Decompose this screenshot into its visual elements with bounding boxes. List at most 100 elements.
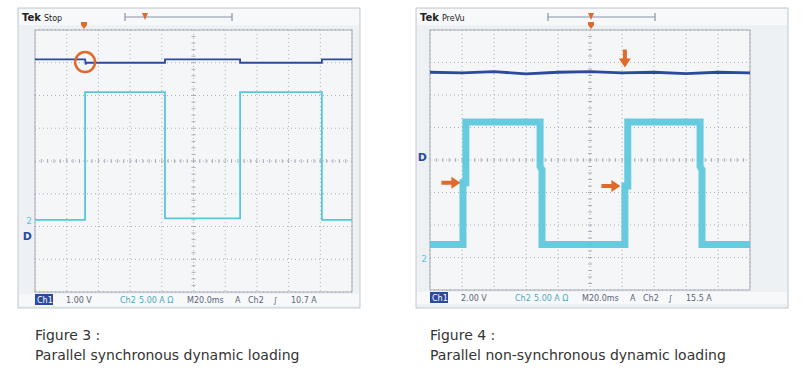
minor-tick <box>250 159 251 163</box>
minor-tick <box>588 69 592 70</box>
status-text: A <box>630 294 636 303</box>
status: PreVu <box>442 14 465 23</box>
status-bar <box>19 294 359 306</box>
grid-line-x <box>66 30 67 292</box>
minor-tick <box>588 264 592 265</box>
minor-tick <box>192 219 196 220</box>
channel-marker: D <box>23 230 32 243</box>
grid-line-x <box>526 30 527 290</box>
minor-tick <box>192 147 196 148</box>
minor-tick <box>47 159 48 163</box>
minor-tick <box>588 62 592 63</box>
minor-tick <box>718 158 719 162</box>
minor-tick <box>588 36 592 37</box>
minor-tick <box>192 200 196 201</box>
minor-tick <box>615 158 616 162</box>
minor-tick <box>320 159 321 163</box>
status-text: Ch2 <box>120 296 136 305</box>
header-bar <box>417 9 787 25</box>
minor-tick <box>711 158 712 162</box>
minor-tick <box>60 159 61 163</box>
minor-tick <box>192 82 196 83</box>
channel-marker: D <box>418 151 427 164</box>
minor-tick <box>545 158 546 162</box>
minor-tick <box>588 88 592 89</box>
grid-line-x <box>686 30 687 290</box>
minor-tick <box>180 159 181 163</box>
grid-line-y <box>430 62 750 63</box>
graticule <box>35 30 352 292</box>
minor-tick <box>588 82 592 83</box>
minor-tick <box>192 285 196 286</box>
minor-tick <box>588 192 592 193</box>
brand: Tek <box>22 12 41 23</box>
brand: Tek <box>420 12 439 23</box>
minor-tick <box>225 159 226 163</box>
caption-title: Parallel non-synchronous dynamic loading <box>430 347 726 363</box>
minor-tick <box>570 158 571 162</box>
grid-line-y <box>430 257 750 258</box>
minor-tick <box>192 213 196 214</box>
minor-tick <box>494 158 495 162</box>
minor-tick <box>326 159 327 163</box>
minor-tick <box>192 108 196 109</box>
trace <box>35 92 352 220</box>
minor-tick <box>192 272 196 273</box>
grid-line-y <box>35 95 352 96</box>
minor-tick <box>192 36 196 37</box>
minor-tick <box>192 56 196 57</box>
minor-tick <box>588 121 592 122</box>
minor-tick <box>142 159 143 163</box>
grid-line-y <box>430 95 750 96</box>
minor-tick <box>743 158 744 162</box>
plot-area <box>430 72 750 245</box>
minor-tick <box>294 159 295 163</box>
minor-tick <box>705 158 706 162</box>
minor-tick <box>149 159 150 163</box>
minor-tick <box>602 158 603 162</box>
channel-badge <box>35 294 53 305</box>
minor-tick <box>192 128 196 129</box>
minor-tick <box>737 158 738 162</box>
minor-tick <box>588 127 592 128</box>
status-text: ∫ <box>273 296 277 305</box>
minor-tick <box>588 231 592 232</box>
minor-tick <box>577 158 578 162</box>
minor-tick <box>192 141 196 142</box>
status-text: 2.00 V <box>461 294 487 303</box>
minor-tick <box>588 251 592 252</box>
minor-tick <box>481 158 482 162</box>
grid-line-x <box>654 30 655 290</box>
minor-tick <box>588 140 592 141</box>
annotation <box>601 180 620 192</box>
minor-tick <box>79 159 80 163</box>
minor-tick <box>192 62 196 63</box>
grid-line-y <box>35 226 352 227</box>
minor-tick <box>588 166 592 167</box>
minor-tick <box>588 283 592 284</box>
minor-tick <box>168 159 169 163</box>
minor-tick <box>192 239 196 240</box>
minor-tick <box>588 173 592 174</box>
status-text: 10.7 A <box>291 296 317 305</box>
minor-tick <box>244 159 245 163</box>
minor-tick <box>609 158 610 162</box>
grid-line-y <box>35 193 352 194</box>
minor-tick <box>192 278 196 279</box>
minor-tick <box>192 167 196 168</box>
minor-tick <box>54 159 55 163</box>
grid-line-x <box>320 30 321 292</box>
minor-tick <box>111 159 112 163</box>
minor-tick <box>98 159 99 163</box>
channel-badge <box>430 292 448 303</box>
minor-tick <box>588 238 592 239</box>
minor-tick <box>130 159 131 163</box>
annotation <box>619 49 631 67</box>
status-bar <box>417 292 787 304</box>
plot-area <box>35 59 352 219</box>
minor-tick <box>136 159 137 163</box>
minor-tick <box>307 159 308 163</box>
grid-line-y <box>35 128 352 129</box>
status-text: M20.0ms <box>187 296 224 305</box>
status-text: A <box>235 296 241 305</box>
